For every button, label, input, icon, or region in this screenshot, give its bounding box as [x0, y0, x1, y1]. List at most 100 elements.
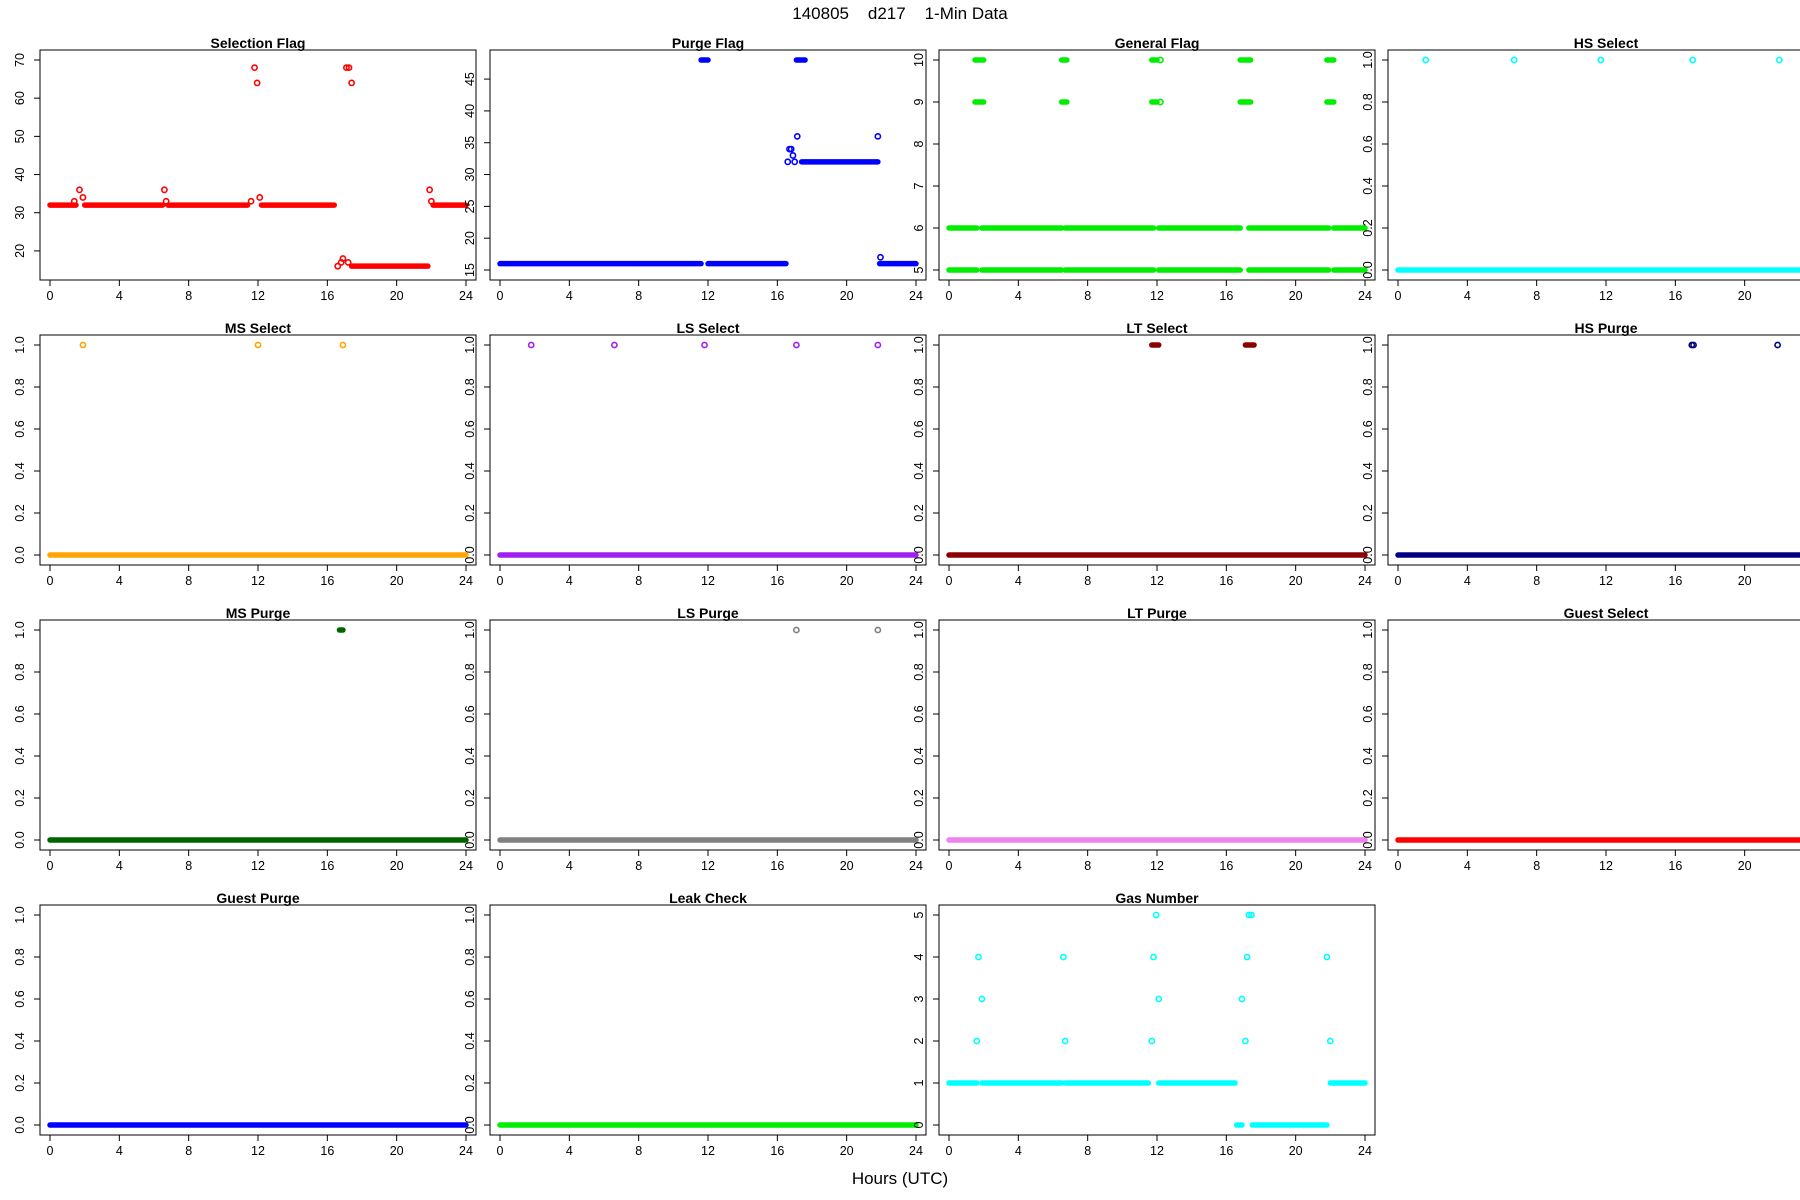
y-tick-label: 0.0 [1361, 831, 1375, 848]
y-tick-label: 1.0 [13, 336, 27, 353]
y-tick-label: 7 [912, 182, 926, 189]
data-point [426, 186, 433, 194]
y-tick-label: 0.4 [463, 747, 477, 764]
panel-lt-select: LT Select 0 4 8 12 16 20 24 0.0 0.2 0.4 0.6 0.8 1.0 [889, 315, 1381, 605]
data-point [344, 258, 352, 266]
figure-title: 140805 d217 1-Min Data [792, 4, 1008, 23]
x-tick-label: 16 [1219, 1144, 1233, 1158]
x-tick-label: 16 [770, 289, 784, 303]
x-tick-label: 8 [185, 859, 192, 873]
x-tick-label: 16 [320, 859, 334, 873]
chart-title: General Flag [1115, 35, 1200, 51]
x-tick-label: 0 [47, 1144, 54, 1158]
chart-title: HS Purge [1574, 320, 1637, 336]
plot-frame [39, 334, 477, 566]
x-tick-label: 16 [770, 1144, 784, 1158]
y-tick-label: 0.0 [912, 831, 926, 848]
y-tick-label: 1.0 [1361, 51, 1375, 68]
y-tick-label: 0.6 [13, 990, 27, 1007]
y-tick-label: 0.2 [1361, 789, 1375, 806]
x-tick-label: 24 [459, 574, 473, 588]
y-tick-label: 0.4 [13, 462, 27, 479]
x-tick-label: 12 [1150, 1144, 1164, 1158]
y-tick-label: 0.0 [463, 831, 477, 848]
x-tick-label: 8 [1084, 574, 1091, 588]
x-tick-label: 20 [390, 574, 404, 588]
chart-ms-purge: MS Purge 0 4 8 12 16 20 24 0.0 0.2 0.4 0.6 0.8 1.0 [13, 605, 477, 873]
x-tick-label: 16 [320, 574, 334, 588]
x-tick-label: 20 [840, 289, 854, 303]
chart-title: Guest Purge [216, 890, 299, 906]
x-tick-label: 4 [566, 574, 573, 588]
y-tick-label: 0.2 [912, 504, 926, 521]
y-tick-label: 0.8 [13, 663, 27, 680]
x-tick-label: 24 [459, 289, 473, 303]
x-tick-label: 20 [1289, 574, 1303, 588]
y-tick-label: 6 [912, 224, 926, 231]
y-tick-label: 1.0 [1361, 336, 1375, 353]
x-tick-label: 12 [701, 859, 715, 873]
x-tick-label: 24 [1358, 1144, 1372, 1158]
y-tick-label: 0.6 [1361, 420, 1375, 437]
y-tick-label: 35 [463, 136, 477, 150]
y-tick-label: 0.2 [1361, 219, 1375, 236]
x-tick-label: 20 [390, 289, 404, 303]
x-tick-label: 0 [497, 574, 504, 588]
chart-title: LS Purge [677, 605, 739, 621]
data-point [1775, 56, 1783, 64]
x-tick-label: 12 [1599, 859, 1613, 873]
data-point [345, 64, 353, 72]
y-tick-label: 0.6 [912, 420, 926, 437]
chart-ls-purge: LS Purge 0 4 8 12 16 20 24 0.0 0.2 0.4 0.6 0.8 1.0 [463, 605, 927, 873]
plot-frame [39, 619, 477, 851]
series-points [47, 341, 469, 558]
chart-title: MS Select [225, 320, 291, 336]
x-tick-label: 4 [1015, 289, 1022, 303]
data-point [1241, 1037, 1249, 1045]
y-tick-label: 3 [912, 995, 926, 1002]
data-point [342, 64, 350, 72]
x-tick-label: 8 [1533, 574, 1540, 588]
x-tick-label: 0 [47, 289, 54, 303]
panel-lt-purge: LT Purge 0 4 8 12 16 20 24 0.0 0.2 0.4 0.6 0.8 1.0 [889, 600, 1381, 890]
x-tick-label: 4 [116, 289, 123, 303]
x-tick-label: 12 [251, 1144, 265, 1158]
y-tick-label: 45 [463, 72, 477, 86]
y-tick-label: 5 [912, 266, 926, 273]
data-point [247, 197, 255, 205]
y-tick-label: 50 [13, 129, 27, 143]
data-point [1774, 341, 1781, 349]
y-tick-label: 1.0 [13, 621, 27, 638]
plot-frame [938, 619, 1376, 851]
y-tick-label: 0.0 [13, 831, 27, 848]
data-point [975, 953, 982, 961]
x-tick-label: 24 [459, 1144, 473, 1158]
x-tick-label: 4 [1464, 574, 1471, 588]
x-tick-label: 4 [116, 1144, 123, 1158]
data-point [874, 132, 882, 140]
x-tick-label: 8 [635, 859, 642, 873]
x-tick-label: 8 [635, 1144, 642, 1158]
y-tick-label: 0.0 [912, 546, 926, 563]
y-tick-label: 0.0 [463, 1116, 477, 1133]
y-tick-label: 0.6 [463, 705, 477, 722]
plot-frame [489, 904, 927, 1136]
y-tick-label: 0 [912, 1121, 926, 1128]
plot-frame [489, 49, 927, 281]
series-points [497, 57, 919, 267]
data-point [701, 341, 708, 349]
y-tick-label: 0.6 [13, 420, 27, 437]
x-tick-label: 24 [1358, 574, 1372, 588]
y-tick-label: 1.0 [463, 621, 477, 638]
data-point [1323, 953, 1331, 961]
y-tick-label: 0.2 [1361, 504, 1375, 521]
x-tick-label: 0 [47, 574, 54, 588]
x-tick-label: 8 [1084, 859, 1091, 873]
y-tick-label: 1.0 [1361, 621, 1375, 638]
y-tick-label: 0.8 [463, 378, 477, 395]
panel-guest-purge: Guest Purge 0 4 8 12 16 20 24 0.0 0.2 0.4 0.6 0.8 1.0 [0, 885, 482, 1175]
y-tick-label: 0.4 [912, 462, 926, 479]
panel-selection-flag: Selection Flag 0 4 8 12 16 20 24 20 30 40 50 60 70 [0, 30, 482, 320]
y-tick-label: 5 [912, 911, 926, 918]
